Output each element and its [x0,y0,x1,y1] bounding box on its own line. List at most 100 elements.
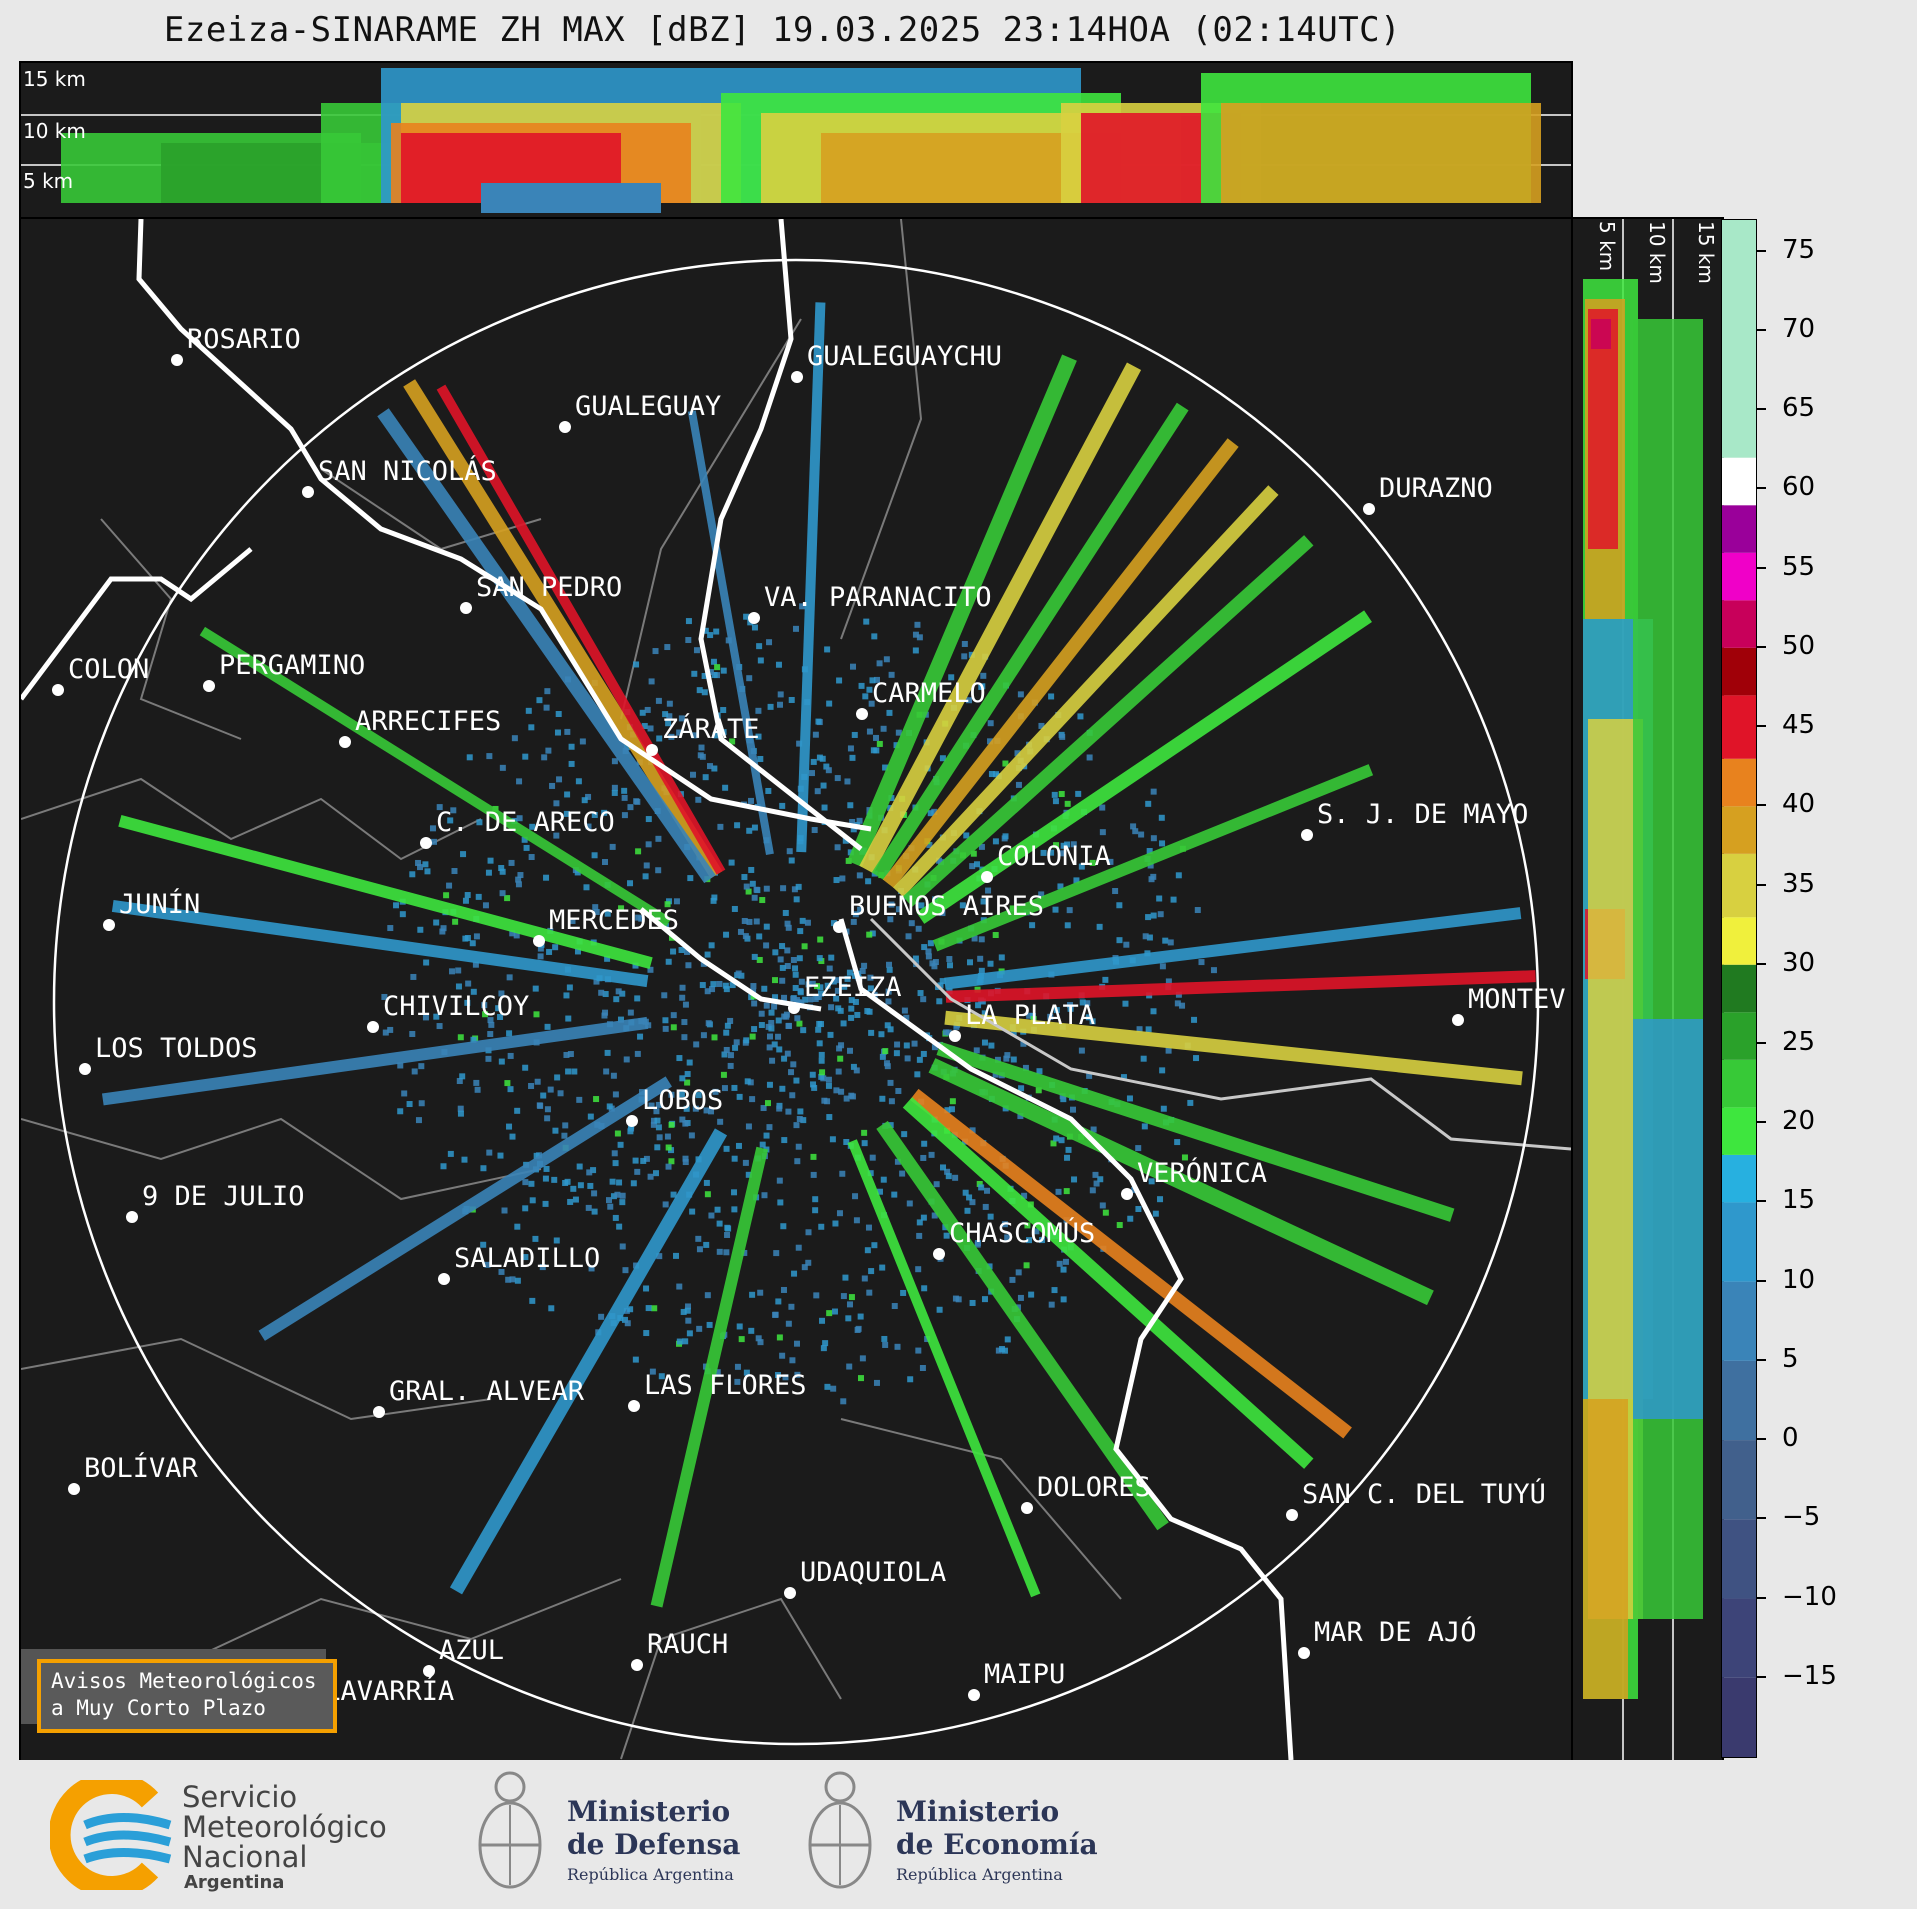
echo-cell [865,878,872,885]
colorbar-tick-label: 30 [1782,947,1816,978]
echo-cell [871,991,878,998]
echo-cell [817,990,824,997]
echo-cell [616,1179,623,1186]
colorbar-band [1722,1107,1756,1155]
echo-cell [792,984,799,991]
echo-cell [528,724,535,731]
echo-cell [678,715,685,722]
echo-cell [633,798,640,805]
echo-cell [499,890,506,897]
echo-cell [1021,1192,1028,1199]
echo-cell [969,1299,976,1306]
echo-cell [933,1181,940,1188]
echo-cell [648,1102,655,1109]
echo-cell [673,898,680,905]
echo-cell [506,974,513,981]
echo-cell [946,956,953,963]
coastline [21,547,253,701]
border-line [620,1597,842,1760]
echo-cell [645,1305,652,1312]
echo-cell [1140,1055,1147,1062]
echo-cell [721,1051,728,1058]
echo-cell [647,1173,654,1180]
city-dot [628,1400,640,1412]
echo-cell [495,1005,502,1012]
echo-cell [575,778,582,785]
echo-cell [703,1107,710,1114]
echo-cell [557,1090,564,1097]
colorbar-tick-label: 10 [1782,1264,1816,1295]
echo-cell [567,1051,574,1058]
coastline [136,219,872,832]
echo-cell [819,1317,826,1324]
aviso-badge-frame[interactable]: Avisos Meteorológicos a Muy Corto Plazo [37,1659,337,1733]
echo-cell [720,729,727,736]
echo-cell [973,1047,980,1054]
colorbar-band [1722,457,1756,506]
echo-cell [1066,907,1073,914]
echo-cell [853,1217,860,1224]
radar-map-panel[interactable]: ROSARIO GUALEGUAYCHU GUALEGUAY SAN NICOLÁS D… [19,217,1573,1762]
echo-cell [1023,1262,1030,1269]
echo-cell [1048,849,1055,856]
echo-cell [473,1079,480,1086]
city-marker: S. J. DE MAYO [1301,799,1528,841]
echo-cell [704,951,711,958]
echo-cell [925,948,932,955]
echo-cell [401,1090,408,1097]
echo-cell [810,1171,817,1178]
echo-cell [865,1224,872,1231]
echo-cell [809,1071,816,1078]
echo-cell [857,906,864,913]
echo-cell [928,1151,935,1158]
echo-cell [645,816,652,823]
radar-beam [932,764,1374,952]
echo-cell [1089,859,1096,866]
echo-cell [888,901,895,908]
echo-cell [812,731,819,738]
echo-cell [759,897,766,904]
echo-cell [655,1101,662,1108]
echo-cell [670,1024,677,1031]
echo-cell [978,967,985,974]
echo-cell [771,1003,778,1010]
echo-cell [553,800,560,807]
aviso-badge[interactable]: Avisos Meteorológicos a Muy Corto Plazo [21,1649,337,1733]
echo-cell [873,1379,880,1386]
city-label: JUNÍN [119,888,200,920]
echo-cell [611,789,618,796]
echo-cell [788,696,795,703]
city-dot [559,421,571,433]
echo-cell [869,1154,876,1161]
echo-cell [603,1068,610,1075]
echo-cell [616,1223,623,1230]
colorbar-tick-label: 15 [1782,1185,1816,1216]
colorbar-tick-mark [1756,566,1766,569]
echo-cell [831,1308,838,1315]
echo-cell [1026,1012,1033,1019]
echo-cell [812,1207,819,1214]
echo-cell [529,1297,536,1304]
radar-beam [687,410,774,855]
echo-cell [643,1285,650,1292]
echo-cell [1159,840,1166,847]
echo-cell [840,1398,847,1405]
echo-cell [705,1020,712,1027]
echo-cell [472,961,479,968]
echo-cell [516,778,523,785]
city-label: EZEIZA [804,972,902,1003]
echo-cell [516,815,523,822]
echo-cell [568,760,575,767]
echo-cell [729,982,736,989]
echo-cell [695,1092,702,1099]
echo-cell [976,1180,983,1187]
echo-cell [817,936,824,943]
echo-cell [1028,1291,1035,1298]
echo-cell [1135,1145,1142,1152]
echo-cell [474,1086,481,1093]
echo-cell [885,998,892,1005]
echo-cell [772,1311,779,1318]
echo-cell [974,1240,981,1247]
echo-cell [748,797,755,804]
border-line [21,777,482,861]
